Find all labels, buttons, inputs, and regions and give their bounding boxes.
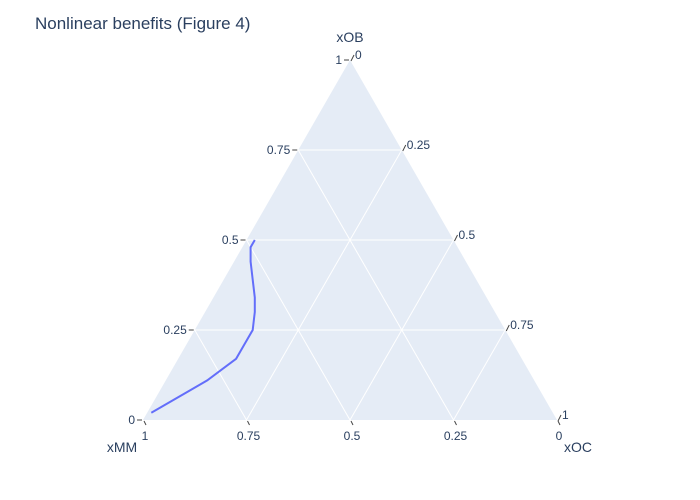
grid-lines xyxy=(194,149,506,421)
tick-mark-xmm xyxy=(454,420,457,426)
tick-mark-xoc xyxy=(350,54,355,62)
tick-mark-xoc xyxy=(505,324,510,332)
tick-label-xmm: 0.75 xyxy=(237,429,261,443)
tick-mark-xmm xyxy=(350,420,354,426)
tick-label-xoc: 0.75 xyxy=(510,318,534,332)
axis-title-xob: xOB xyxy=(336,29,363,45)
tick-label-xob: 0 xyxy=(128,413,135,427)
series-line xyxy=(150,239,256,414)
tick-mark-xoc xyxy=(557,414,562,422)
tick-mark-xmm xyxy=(143,420,147,426)
axis-title-xmm: xMM xyxy=(107,439,137,455)
tick-mark-xoc xyxy=(402,144,407,152)
tick-mark-xmm xyxy=(557,420,561,426)
tick-label-xoc: 0.25 xyxy=(407,138,431,152)
tick-label-xmm: 0.25 xyxy=(444,429,468,443)
tick-label-xob: 1 xyxy=(335,53,342,67)
grid-line-xmm xyxy=(297,149,454,421)
chart-title: Nonlinear benefits (Figure 4) xyxy=(35,14,250,33)
tick-mark-xoc xyxy=(454,234,458,242)
tick-mark-xmm xyxy=(247,420,250,426)
grid-line-xoc xyxy=(246,149,403,421)
tick-label-xob: 0.25 xyxy=(163,323,187,337)
tick-label-xmm: 1 xyxy=(142,429,149,443)
tick-label-xmm: 0 xyxy=(556,429,563,443)
tick-label-xob: 0.75 xyxy=(267,143,291,157)
axis-title-xoc: xOC xyxy=(564,439,592,455)
tick-label-xoc: 0 xyxy=(355,48,362,62)
grid-line-xmm xyxy=(246,239,351,421)
tick-label-xoc: 0.5 xyxy=(459,228,476,242)
grid-line-xmm xyxy=(194,329,247,421)
tick-label-xoc: 1 xyxy=(562,408,569,422)
tick-label-xob: 0.5 xyxy=(222,233,239,247)
tick-label-xmm: 0.5 xyxy=(344,429,361,443)
grid-line-xoc xyxy=(349,239,454,421)
grid-line-xoc xyxy=(453,329,506,421)
